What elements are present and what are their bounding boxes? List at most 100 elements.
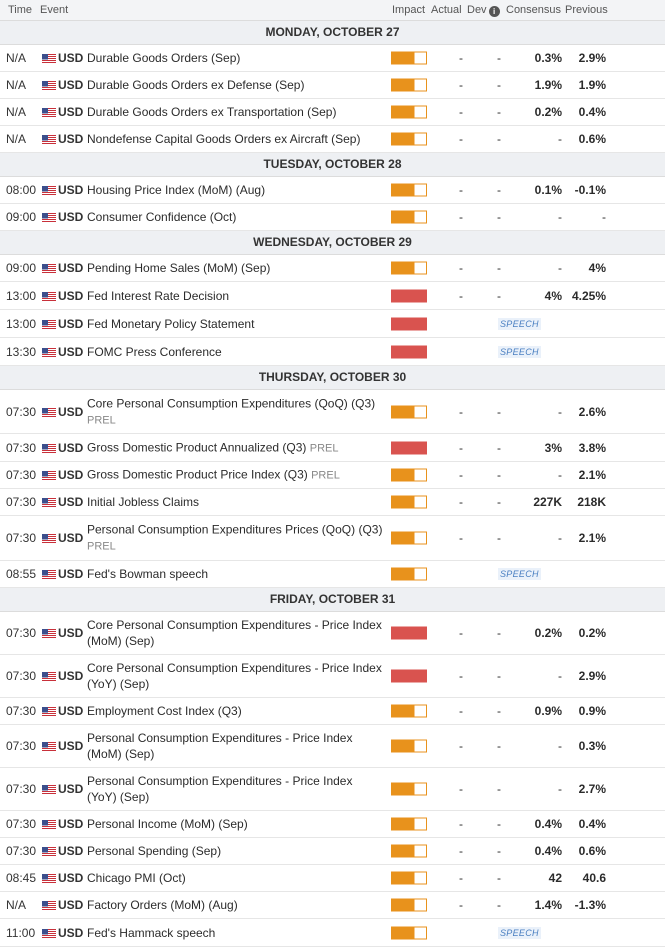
event-name[interactable]: Fed's Hammack speech (87, 925, 385, 941)
table-row[interactable]: 08:45 USD Chicago PMI (Oct) - - 42 40.6 (0, 865, 665, 892)
table-row[interactable]: 07:30 USD Core Personal Consumption Expend… (0, 612, 665, 655)
table-row[interactable]: N/A USD Durable Goods Orders ex Defense (S… (0, 72, 665, 99)
event-name[interactable]: Personal Income (MoM) (Sep) (87, 816, 385, 832)
impact-bar (391, 898, 427, 912)
event-name[interactable]: Factory Orders (MoM) (Aug) (87, 897, 385, 913)
consensus-value: - (558, 468, 562, 482)
table-row[interactable]: 13:30 USD FOMC Press Conference SPEECH (0, 338, 665, 366)
event-name[interactable]: Durable Goods Orders (Sep) (87, 50, 385, 66)
header-time[interactable]: Time (8, 4, 33, 16)
impact-bar (391, 926, 427, 939)
table-row[interactable]: 08:00 USD Housing Price Index (MoM) (Aug) -… (0, 177, 665, 204)
event-name[interactable]: Fed Monetary Policy Statement (87, 316, 385, 332)
actual-value: - (459, 817, 463, 831)
event-name[interactable]: Personal Spending (Sep) (87, 843, 385, 859)
header-consensus[interactable]: Consensus (506, 4, 562, 16)
us-flag-icon (42, 628, 56, 639)
table-row[interactable]: 07:30 USD Personal Consumption Expenditure… (0, 768, 665, 811)
table-row[interactable]: N/A USD Durable Goods Orders ex Transporta… (0, 99, 665, 126)
event-name[interactable]: Core Personal Consumption Expenditures (… (87, 395, 385, 428)
event-name[interactable]: Nondefense Capital Goods Orders ex Aircr… (87, 131, 385, 147)
event-title: Housing Price Index (MoM) (Aug) (87, 183, 266, 197)
consensus-value: 1.9% (534, 78, 562, 92)
table-row[interactable]: 07:30 USD Gross Domestic Product Price Ind… (0, 462, 665, 489)
previous-value: -1.3% (574, 898, 606, 912)
event-title: Core Personal Consumption Expenditures -… (87, 618, 382, 648)
event-name[interactable]: Initial Jobless Claims (87, 494, 385, 510)
table-row[interactable]: N/A USD Nondefense Capital Goods Orders ex… (0, 126, 665, 153)
currency-code: USD (58, 567, 84, 581)
speech-tag: SPEECH (498, 926, 541, 939)
table-row[interactable]: 07:30 USD Core Personal Consumption Expend… (0, 655, 665, 698)
table-row[interactable]: N/A USD Durable Goods Orders (Sep) - - 0.3% 2.… (0, 45, 665, 72)
consensus-value: - (558, 210, 562, 224)
table-row[interactable]: N/A USD Factory Orders (MoM) (Aug) - - 1.4% -1… (0, 892, 665, 919)
table-row[interactable]: 07:30 USD Personal Income (MoM) (Sep) - - 0.4… (0, 811, 665, 838)
event-title: FOMC Press Conference (87, 344, 222, 359)
event-name[interactable]: Pending Home Sales (MoM) (Sep) (87, 260, 385, 276)
table-row[interactable]: 07:30 USD Initial Jobless Claims - - 227K 218K (0, 489, 665, 516)
event-name[interactable]: Fed Interest Rate Decision (87, 288, 385, 304)
event-name[interactable]: FOMC Press Conference (87, 344, 385, 360)
previous-value: 2.1% (578, 468, 606, 482)
event-name[interactable]: Fed's Bowman speech (87, 566, 385, 582)
header-dev-label: Dev (467, 4, 487, 16)
event-name[interactable]: Core Personal Consumption Expenditures -… (87, 617, 385, 649)
event-name[interactable]: Personal Consumption Expenditures - Pric… (87, 730, 385, 762)
info-icon[interactable]: i (488, 6, 500, 17)
table-row[interactable]: 07:30 USD Core Personal Consumption Expend… (0, 390, 665, 434)
previous-value: 0.2% (578, 626, 606, 640)
header-actual[interactable]: Actual (431, 4, 462, 16)
event-name[interactable]: Durable Goods Orders ex Defense (Sep) (87, 77, 385, 93)
event-title: Durable Goods Orders ex Defense (Sep) (87, 78, 305, 92)
event-name[interactable]: Personal Consumption Expenditures - Pric… (87, 773, 385, 805)
consensus-value: - (558, 132, 562, 146)
header-dev[interactable]: Dev i (467, 4, 500, 17)
consensus-value: 3% (544, 440, 562, 455)
table-row[interactable]: 11:00 USD Fed's Hammack speech SPEECH (0, 919, 665, 947)
table-row[interactable]: 09:00 USD Consumer Confidence (Oct) - - - - (0, 204, 665, 231)
day-header: FRIDAY, OCTOBER 31 (0, 588, 665, 612)
event-time: 13:30 (6, 344, 37, 359)
event-name[interactable]: Gross Domestic Product Annualized (Q3) P… (87, 439, 385, 456)
table-row[interactable]: 07:30 USD Personal Consumption Expenditure… (0, 725, 665, 768)
consensus-value: 1.4% (534, 898, 562, 912)
actual-value: - (459, 871, 463, 885)
us-flag-icon (42, 53, 56, 64)
actual-value: - (459, 440, 463, 455)
event-name[interactable]: Consumer Confidence (Oct) (87, 209, 385, 225)
event-name[interactable]: Core Personal Consumption Expenditures -… (87, 660, 385, 692)
table-row[interactable]: 09:00 USD Pending Home Sales (MoM) (Sep) - -… (0, 255, 665, 282)
event-name[interactable]: Chicago PMI (Oct) (87, 870, 385, 886)
header-previous[interactable]: Previous (565, 4, 608, 16)
speech-tag: SPEECH (498, 568, 541, 580)
currency-code: USD (58, 531, 84, 545)
table-row[interactable]: 07:30 USD Employment Cost Index (Q3) - - 0.9%… (0, 698, 665, 725)
currency-code: USD (58, 898, 84, 912)
dev-value: - (497, 132, 501, 146)
table-row[interactable]: 08:55 USD Fed's Bowman speech SPEECH (0, 561, 665, 588)
table-row[interactable]: 07:30 USD Personal Spending (Sep) - - 0.4% 0.6… (0, 838, 665, 865)
event-name[interactable]: Durable Goods Orders ex Transportation (… (87, 104, 385, 120)
currency-code: USD (58, 844, 84, 858)
table-row[interactable]: 07:30 USD Gross Domestic Product Annualize… (0, 434, 665, 462)
event-title: Fed's Hammack speech (87, 925, 216, 940)
actual-value: - (459, 132, 463, 146)
event-title: Personal Spending (Sep) (87, 844, 222, 858)
header-impact[interactable]: Impact (392, 4, 426, 16)
event-name[interactable]: Housing Price Index (MoM) (Aug) (87, 182, 385, 198)
event-time: 08:55 (6, 567, 37, 581)
us-flag-icon (42, 107, 56, 118)
event-name[interactable]: Personal Consumption Expenditures Prices… (87, 522, 385, 555)
event-time: 08:45 (6, 871, 37, 885)
event-name[interactable]: Gross Domestic Product Price Index (Q3) … (87, 467, 385, 484)
table-row[interactable]: 13:00 USD Fed Interest Rate Decision - - 4% 4.… (0, 282, 665, 310)
table-row[interactable]: 13:00 USD Fed Monetary Policy Statement SPE… (0, 310, 665, 338)
event-name[interactable]: Employment Cost Index (Q3) (87, 703, 385, 719)
event-title: Pending Home Sales (MoM) (Sep) (87, 261, 271, 275)
event-time: 07:30 (6, 531, 37, 545)
header-event[interactable]: Event (40, 4, 69, 16)
table-row[interactable]: 07:30 USD Personal Consumption Expenditure… (0, 516, 665, 561)
previous-value: 2.6% (578, 404, 606, 419)
actual-value: - (459, 183, 463, 197)
